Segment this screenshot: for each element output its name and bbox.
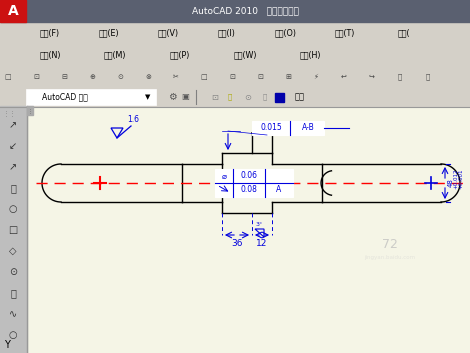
Text: ⋮⋮: ⋮⋮ — [3, 110, 17, 116]
Text: 窗口(W): 窗口(W) — [233, 50, 257, 60]
Text: 0.08: 0.08 — [241, 185, 258, 195]
Text: ⊙: ⊙ — [117, 74, 123, 80]
Text: ⋮: ⋮ — [27, 108, 33, 114]
Text: A: A — [8, 4, 18, 18]
Text: ◇: ◇ — [9, 246, 17, 256]
Bar — [27, 106, 470, 353]
Text: jingyan.baidu.com: jingyan.baidu.com — [364, 255, 415, 259]
Text: ⊕: ⊕ — [89, 74, 95, 80]
Bar — [0, 66, 470, 88]
Bar — [0, 0, 26, 22]
Bar — [0, 22, 470, 44]
Text: 48: 48 — [448, 179, 454, 187]
Text: Y: Y — [4, 340, 10, 350]
Text: ⌀: ⌀ — [221, 172, 227, 180]
Bar — [0, 88, 470, 106]
Text: 绘图(: 绘图( — [398, 29, 410, 37]
Text: 🔒: 🔒 — [263, 94, 267, 100]
Text: ↗: ↗ — [9, 162, 17, 172]
Text: ⊞: ⊞ — [285, 74, 291, 80]
Text: □: □ — [8, 225, 18, 235]
Text: 72: 72 — [382, 239, 398, 251]
Text: ↪: ↪ — [369, 74, 375, 80]
Text: 修改(M): 修改(M) — [104, 50, 126, 60]
Text: 视图(V): 视图(V) — [157, 29, 179, 37]
Text: AutoCAD 2010   零件轴的标注: AutoCAD 2010 零件轴的标注 — [192, 6, 298, 16]
Bar — [222, 153, 272, 213]
Text: ✂: ✂ — [173, 74, 179, 80]
Text: ▣: ▣ — [181, 92, 189, 102]
Text: +0.001: +0.001 — [458, 169, 463, 189]
Text: AutoCAD 经典: AutoCAD 经典 — [42, 92, 88, 102]
Text: ⊡: ⊡ — [257, 74, 263, 80]
Text: ⚡: ⚡ — [313, 74, 319, 80]
Polygon shape — [441, 164, 460, 202]
Text: 参数(P): 参数(P) — [170, 50, 190, 60]
Text: 36: 36 — [231, 239, 243, 247]
Text: 标注(N): 标注(N) — [39, 50, 61, 60]
Bar — [252, 121, 324, 135]
Text: A: A — [276, 185, 282, 195]
Text: 标注: 标注 — [295, 92, 305, 102]
Text: 插入(I): 插入(I) — [218, 29, 236, 37]
Text: □: □ — [5, 74, 11, 80]
Text: 文件(F): 文件(F) — [40, 29, 60, 37]
Text: ○: ○ — [9, 204, 17, 214]
Text: ↩: ↩ — [341, 74, 347, 80]
Bar — [27, 106, 33, 115]
Text: ⊟: ⊟ — [61, 74, 67, 80]
Text: 3°: 3° — [256, 222, 263, 227]
Text: ∿: ∿ — [9, 309, 17, 319]
Text: ○: ○ — [9, 330, 17, 340]
Text: 1.6: 1.6 — [127, 115, 139, 124]
Bar — [215, 169, 293, 197]
Polygon shape — [42, 164, 61, 202]
Text: 编辑(E): 编辑(E) — [99, 29, 119, 37]
Text: ⊡: ⊡ — [33, 74, 39, 80]
Text: 〜: 〜 — [10, 288, 16, 298]
Bar — [0, 106, 27, 353]
Text: 帮助(H): 帮助(H) — [299, 50, 321, 60]
Text: ⊙: ⊙ — [244, 92, 251, 102]
Text: A-B: A-B — [302, 124, 314, 132]
Bar — [0, 0, 470, 22]
Bar — [275, 93, 284, 102]
Text: ⊡: ⊡ — [229, 74, 235, 80]
Text: 格式(O): 格式(O) — [275, 29, 297, 37]
Text: ↗: ↗ — [9, 120, 17, 130]
Text: 🔍: 🔍 — [426, 74, 430, 80]
Text: 💡: 💡 — [228, 94, 232, 100]
Text: ✋: ✋ — [398, 74, 402, 80]
Text: ⊗: ⊗ — [145, 74, 151, 80]
Text: ⊙: ⊙ — [9, 267, 17, 277]
Text: ▼: ▼ — [145, 94, 151, 100]
Text: ↙: ↙ — [9, 141, 17, 151]
Bar — [26, 89, 156, 105]
Text: 0.015: 0.015 — [260, 124, 282, 132]
Text: +0.012: +0.012 — [453, 169, 458, 189]
Bar — [0, 44, 470, 66]
Text: 12: 12 — [256, 239, 268, 247]
Text: ⚙: ⚙ — [168, 92, 176, 102]
Text: ⌒: ⌒ — [10, 183, 16, 193]
Text: □: □ — [201, 74, 207, 80]
Text: ⊡: ⊡ — [212, 92, 219, 102]
Text: 0.06: 0.06 — [241, 172, 258, 180]
Text: 工具(T): 工具(T) — [335, 29, 355, 37]
